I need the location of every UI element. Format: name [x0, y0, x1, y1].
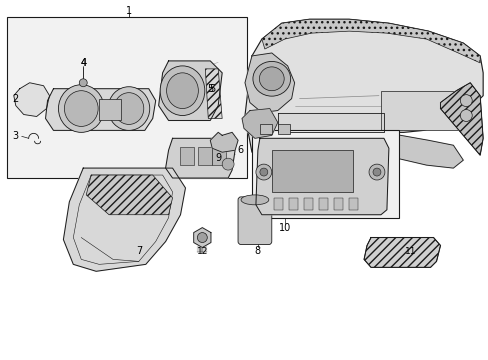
- Bar: [348, 198, 357, 210]
- Bar: [318, 198, 327, 210]
- FancyBboxPatch shape: [238, 197, 271, 244]
- Text: 11: 11: [404, 247, 416, 256]
- Text: 1: 1: [125, 6, 132, 16]
- Polygon shape: [63, 168, 185, 271]
- Circle shape: [255, 164, 271, 180]
- Bar: [304, 198, 312, 210]
- Polygon shape: [262, 19, 479, 63]
- Text: 4: 4: [80, 58, 86, 68]
- Bar: [99, 99, 121, 121]
- Text: 5: 5: [209, 84, 215, 94]
- Text: 7: 7: [135, 247, 142, 256]
- Circle shape: [372, 168, 380, 176]
- Polygon shape: [14, 83, 49, 117]
- Ellipse shape: [59, 85, 104, 132]
- Text: 9: 9: [215, 153, 221, 163]
- Bar: [288, 198, 297, 210]
- Text: 8: 8: [254, 247, 261, 256]
- Bar: [7, 17, 246, 178]
- Circle shape: [79, 79, 87, 87]
- Bar: [333, 198, 343, 210]
- Bar: [271, 150, 352, 192]
- Bar: [380, 91, 464, 130]
- Polygon shape: [277, 113, 383, 132]
- Bar: [251, 130, 398, 218]
- Ellipse shape: [166, 73, 198, 109]
- Polygon shape: [364, 238, 440, 267]
- Text: 10: 10: [278, 222, 290, 233]
- Circle shape: [459, 95, 471, 107]
- Ellipse shape: [160, 66, 204, 116]
- Ellipse shape: [108, 87, 149, 130]
- Bar: [212, 147, 225, 165]
- Polygon shape: [158, 61, 222, 121]
- Ellipse shape: [114, 93, 143, 125]
- Polygon shape: [210, 132, 238, 152]
- Polygon shape: [244, 53, 294, 113]
- Circle shape: [459, 109, 471, 121]
- Text: 4: 4: [80, 58, 86, 68]
- Bar: [277, 125, 289, 134]
- Polygon shape: [440, 83, 482, 155]
- Polygon shape: [86, 175, 172, 215]
- Polygon shape: [45, 89, 155, 130]
- Ellipse shape: [259, 67, 284, 91]
- Ellipse shape: [241, 195, 268, 205]
- Circle shape: [222, 158, 234, 170]
- Polygon shape: [244, 19, 482, 152]
- Polygon shape: [205, 69, 222, 118]
- Text: 5: 5: [207, 84, 213, 94]
- Bar: [198, 147, 212, 165]
- Polygon shape: [242, 109, 277, 138]
- Text: 2: 2: [13, 94, 19, 104]
- Circle shape: [259, 168, 267, 176]
- Ellipse shape: [252, 62, 290, 96]
- Bar: [259, 125, 271, 134]
- Polygon shape: [193, 228, 210, 247]
- Circle shape: [368, 164, 384, 180]
- Bar: [180, 147, 194, 165]
- Ellipse shape: [64, 91, 98, 126]
- Circle shape: [197, 233, 207, 243]
- Text: 6: 6: [237, 145, 243, 155]
- Polygon shape: [165, 138, 235, 178]
- Polygon shape: [376, 132, 462, 168]
- Text: 12: 12: [196, 247, 207, 256]
- Polygon shape: [364, 238, 440, 267]
- Polygon shape: [440, 83, 482, 155]
- Text: 3: 3: [13, 131, 19, 141]
- Bar: [273, 198, 282, 210]
- Polygon shape: [255, 138, 388, 215]
